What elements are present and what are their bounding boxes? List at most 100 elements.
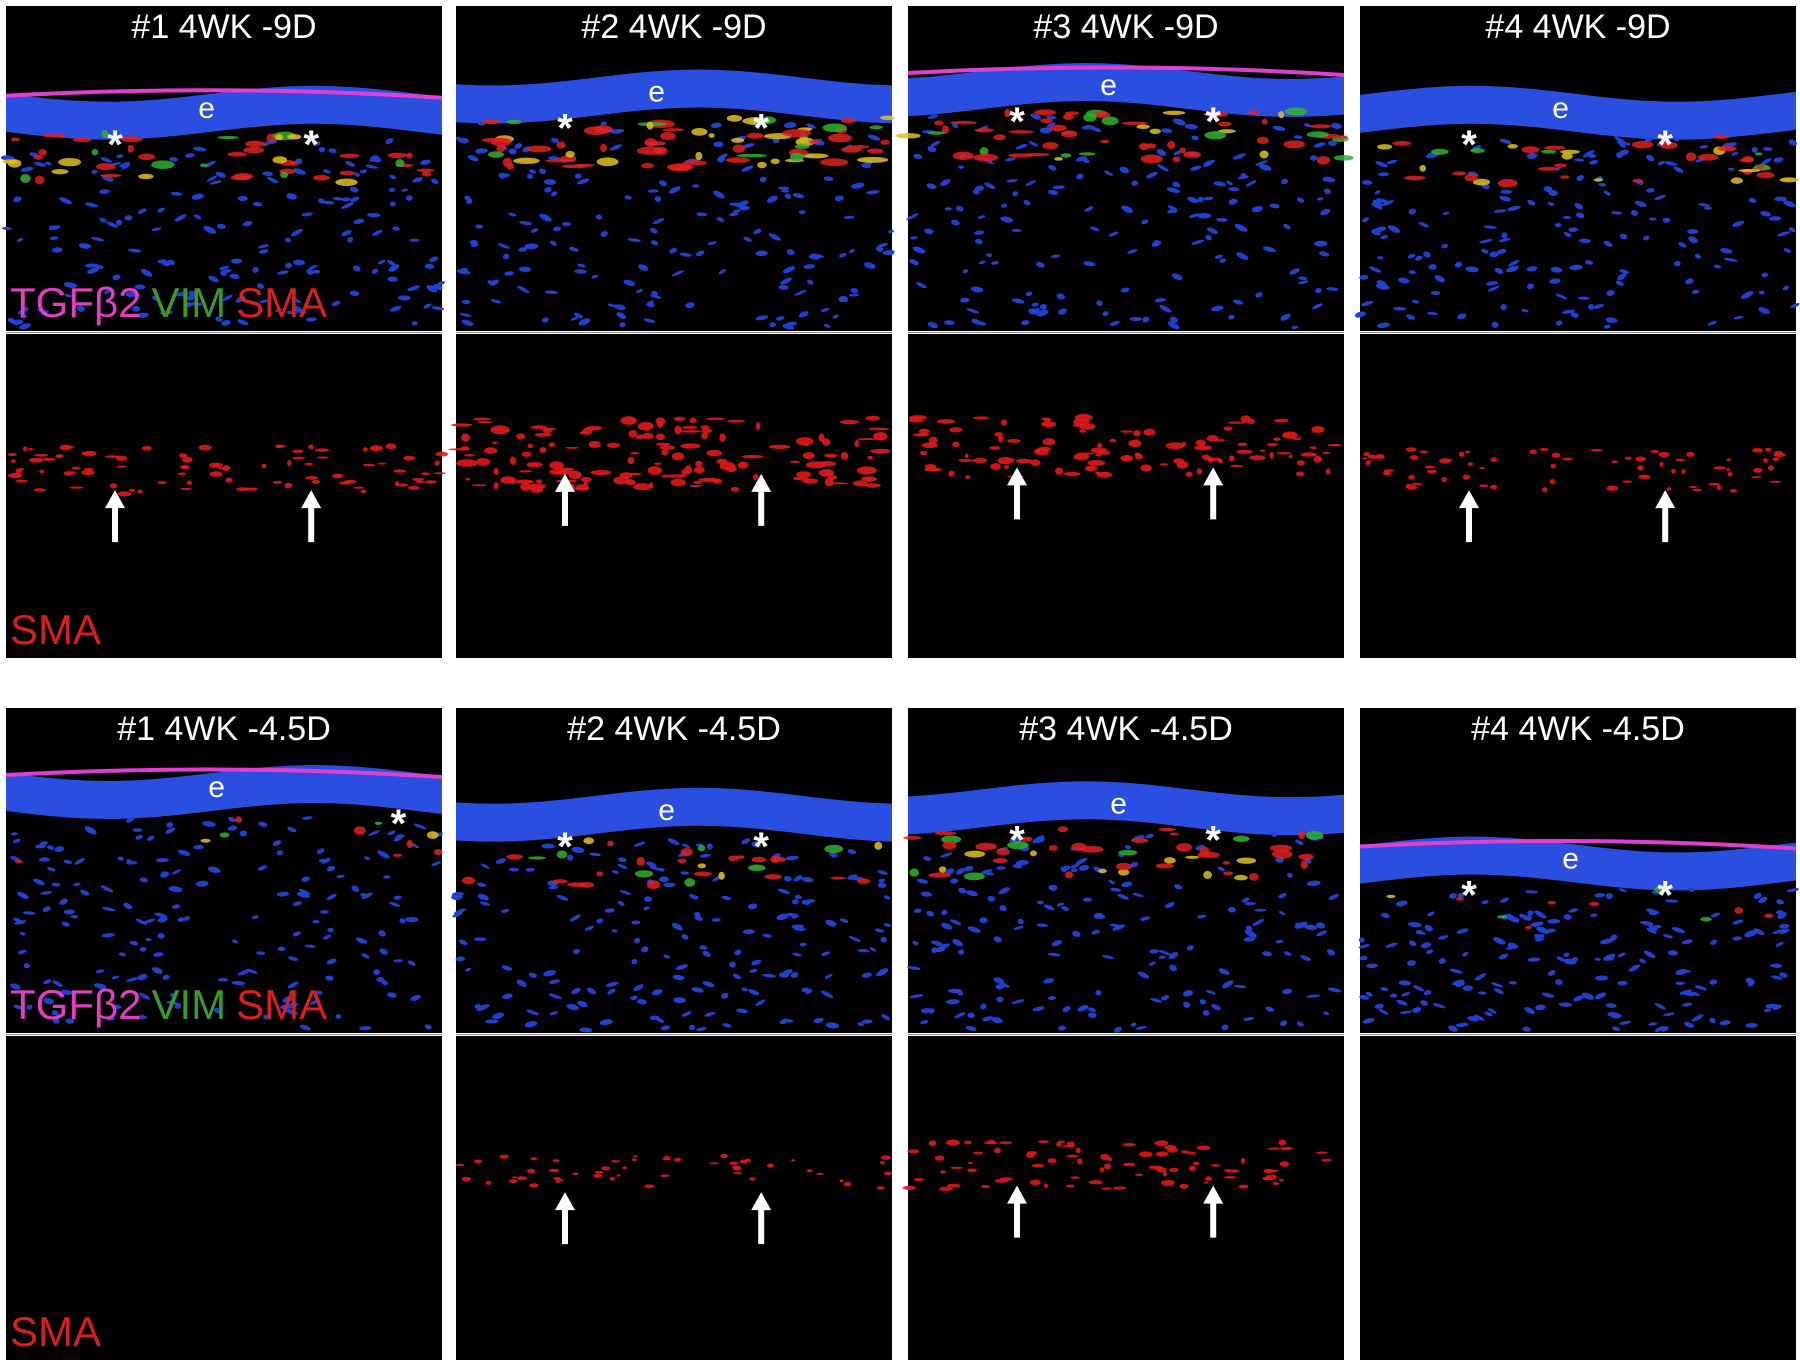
stain-spot <box>857 878 871 885</box>
sma-image <box>6 1036 442 1360</box>
stain-spot <box>1377 144 1393 150</box>
sma-signal <box>1161 1179 1175 1187</box>
nucleus <box>1032 835 1045 844</box>
sma-signal <box>870 448 891 454</box>
nucleus <box>266 176 279 184</box>
panel: #2 4WK -4.5De* * <box>451 708 893 1360</box>
nucleus <box>1663 1012 1675 1017</box>
sma-signal <box>1549 478 1556 485</box>
sma-signal <box>1462 474 1471 480</box>
nucleus <box>157 207 165 213</box>
stain-spot <box>1204 131 1227 140</box>
sma-signal <box>948 470 955 477</box>
nucleus <box>1226 180 1233 186</box>
sma-signal <box>1529 449 1538 454</box>
stain-name: SMA <box>236 981 327 1028</box>
nucleus <box>257 244 269 249</box>
nucleus <box>101 933 115 938</box>
sma-signal <box>1409 455 1419 460</box>
sma-signal <box>276 444 286 448</box>
nucleus <box>692 184 700 188</box>
sma-signal <box>630 451 640 455</box>
nucleus <box>663 882 676 888</box>
sma-signal <box>509 456 517 465</box>
nucleus <box>641 946 649 953</box>
sma-signal <box>628 429 638 438</box>
sma-signal <box>1441 476 1448 483</box>
nucleus <box>202 821 216 827</box>
sma-signal <box>516 433 526 440</box>
stain-spot <box>1259 150 1269 159</box>
nucleus <box>258 821 268 827</box>
nucleus <box>502 993 513 999</box>
sma-signal <box>939 1186 953 1192</box>
stain-spot <box>1261 118 1268 125</box>
nucleus <box>492 1012 505 1020</box>
stain-spot <box>1452 171 1467 176</box>
nucleus <box>84 826 97 835</box>
sma-signal <box>913 1177 925 1182</box>
sma-signal <box>1266 443 1279 447</box>
nucleus <box>479 901 491 906</box>
panel: #4 4WK -4.5De* * <box>1358 708 1799 1360</box>
asterisk: * <box>1009 100 1025 144</box>
stain-spot <box>1164 857 1176 864</box>
stain-spot <box>1236 857 1257 864</box>
nucleus <box>1315 287 1322 294</box>
stain-spot <box>374 821 383 825</box>
nucleus <box>22 306 29 312</box>
nucleus <box>1399 1010 1412 1015</box>
stain-spot <box>33 155 44 160</box>
sma-signal <box>701 432 708 440</box>
nucleus <box>473 937 487 942</box>
sma-signal <box>681 425 698 429</box>
sma-signal <box>1133 430 1141 437</box>
nucleus <box>1764 1008 1772 1013</box>
sma-signal <box>673 416 686 422</box>
stain-spot <box>1734 906 1744 914</box>
merged-image <box>6 6 442 331</box>
sma-signal <box>1637 465 1644 471</box>
nucleus <box>848 935 862 943</box>
nucleus <box>1685 278 1694 285</box>
nucleus <box>1025 180 1036 187</box>
sma-signal <box>965 475 971 480</box>
nucleus <box>475 148 488 154</box>
sma-signal <box>1073 453 1090 461</box>
nucleus <box>151 227 162 232</box>
nucleus <box>502 253 510 260</box>
sma-signal <box>1134 453 1144 460</box>
nucleus <box>1630 210 1639 216</box>
nucleus <box>287 1002 299 1008</box>
nucleus <box>322 169 331 174</box>
nucleus <box>741 987 748 992</box>
nucleus <box>428 285 440 291</box>
sma-signal <box>362 463 376 467</box>
nucleus <box>1598 182 1607 187</box>
stain-spot <box>1083 113 1097 122</box>
nucleus <box>1032 1006 1045 1012</box>
sma-signal <box>407 485 420 490</box>
sma-signal <box>360 489 367 494</box>
nucleus <box>691 987 704 993</box>
nucleus <box>1673 166 1684 173</box>
nucleus <box>196 880 209 887</box>
sma-signal <box>412 477 425 482</box>
nucleus <box>1427 311 1438 316</box>
stain-spot <box>1525 925 1532 930</box>
stain-spot <box>58 157 82 167</box>
stain-spot <box>151 160 175 170</box>
stain-spot <box>219 832 230 838</box>
nucleus <box>361 892 373 899</box>
nucleus <box>1415 255 1423 261</box>
nucleus <box>848 293 860 297</box>
sma-signal <box>549 461 565 470</box>
nucleus <box>326 865 336 872</box>
nucleus <box>711 918 721 922</box>
nucleus <box>550 137 559 144</box>
nucleus <box>821 990 834 999</box>
nucleus <box>1452 979 1464 986</box>
nucleus <box>1483 225 1498 229</box>
nucleus <box>972 189 980 195</box>
nucleus <box>1376 322 1391 328</box>
